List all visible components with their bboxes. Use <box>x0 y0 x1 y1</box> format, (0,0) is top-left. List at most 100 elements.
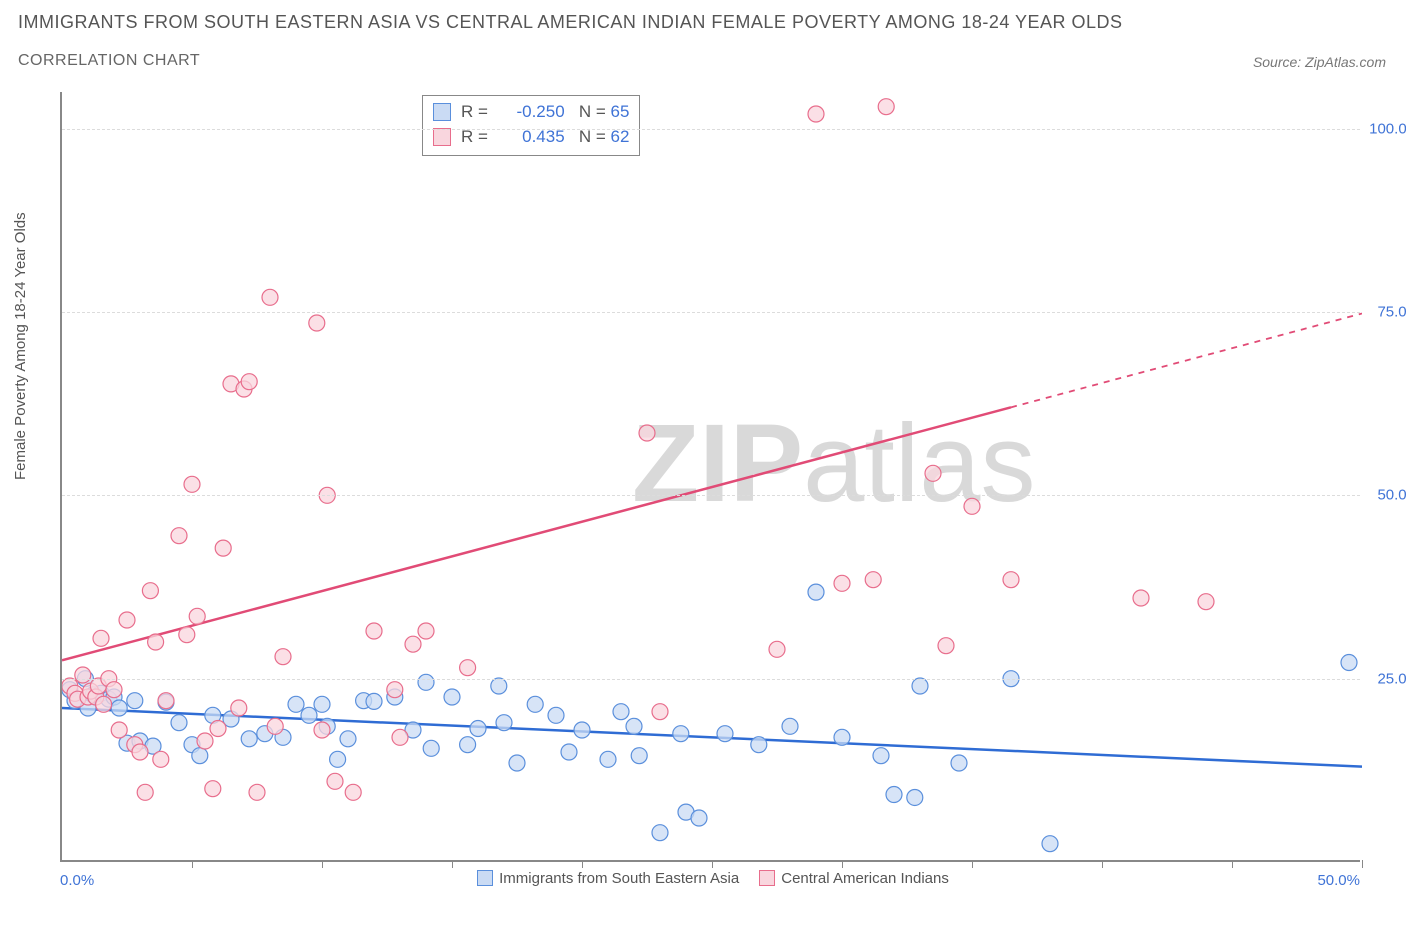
point-cai <box>652 704 668 720</box>
point-sea <box>907 789 923 805</box>
point-cai <box>387 682 403 698</box>
point-sea <box>1341 655 1357 671</box>
chart-container: IMMIGRANTS FROM SOUTH EASTERN ASIA VS CE… <box>0 0 1406 930</box>
point-sea <box>951 755 967 771</box>
legend-label-cai: Central American Indians <box>781 870 949 887</box>
legend-swatch-cai <box>759 870 775 886</box>
point-cai <box>964 498 980 514</box>
point-cai <box>197 733 213 749</box>
gridline-h <box>62 679 1360 680</box>
gridline-h <box>62 129 1360 130</box>
point-cai <box>275 649 291 665</box>
point-sea <box>691 810 707 826</box>
y-tick-label: 75.0% <box>1377 304 1406 321</box>
legend-swatch-sea <box>477 870 493 886</box>
point-sea <box>873 748 889 764</box>
point-sea <box>561 744 577 760</box>
point-cai <box>938 638 954 654</box>
legend-swatch-sea <box>433 103 451 121</box>
x-tick-mark <box>1232 860 1233 868</box>
point-sea <box>834 729 850 745</box>
point-cai <box>137 784 153 800</box>
scatter-svg <box>62 92 1362 862</box>
point-cai <box>158 693 174 709</box>
legend-swatch-cai <box>433 128 451 146</box>
point-cai <box>808 106 824 122</box>
point-sea <box>751 737 767 753</box>
point-cai <box>96 696 112 712</box>
y-tick-label: 50.0% <box>1377 487 1406 504</box>
point-cai <box>132 744 148 760</box>
point-cai <box>865 572 881 588</box>
x-tick-mark <box>452 860 453 868</box>
x-tick-mark <box>1102 860 1103 868</box>
point-sea <box>600 751 616 767</box>
point-cai <box>119 612 135 628</box>
x-tick-mark <box>972 860 973 868</box>
point-cai <box>639 425 655 441</box>
point-cai <box>769 641 785 657</box>
x-tick-mark <box>582 860 583 868</box>
point-sea <box>366 693 382 709</box>
point-sea <box>301 707 317 723</box>
point-sea <box>288 696 304 712</box>
point-sea <box>527 696 543 712</box>
point-sea <box>340 731 356 747</box>
point-sea <box>444 689 460 705</box>
chart-subtitle: CORRELATION CHART <box>18 52 200 70</box>
gridline-h <box>62 312 1360 313</box>
point-cai <box>75 667 91 683</box>
point-sea <box>418 674 434 690</box>
point-cai <box>345 784 361 800</box>
point-sea <box>574 722 590 738</box>
point-sea <box>886 787 902 803</box>
chart-title: IMMIGRANTS FROM SOUTH EASTERN ASIA VS CE… <box>18 12 1123 33</box>
point-sea <box>171 715 187 731</box>
stats-row-sea: R = -0.250 N = 65 <box>433 100 629 125</box>
x-tick-mark <box>192 860 193 868</box>
x-tick-mark <box>322 860 323 868</box>
point-sea <box>241 731 257 747</box>
plot-area: ZIPatlas R = -0.250 N = 65R = 0.435 N = … <box>60 92 1360 862</box>
point-sea <box>314 696 330 712</box>
stats-r-label: R = <box>461 102 493 121</box>
point-cai <box>1133 590 1149 606</box>
point-cai <box>314 722 330 738</box>
stats-n-label: N = <box>565 102 611 121</box>
point-cai <box>205 781 221 797</box>
point-cai <box>460 660 476 676</box>
point-sea <box>127 693 143 709</box>
point-sea <box>548 707 564 723</box>
point-cai <box>327 773 343 789</box>
legend-label-sea: Immigrants from South Eastern Asia <box>499 870 739 887</box>
y-tick-label: 25.0% <box>1377 670 1406 687</box>
point-cai <box>179 627 195 643</box>
source-name: ZipAtlas.com <box>1305 54 1386 70</box>
source-prefix: Source: <box>1253 54 1305 70</box>
point-sea <box>912 678 928 694</box>
point-sea <box>717 726 733 742</box>
point-sea <box>673 726 689 742</box>
point-sea <box>652 825 668 841</box>
trend-line-ext-cai <box>1011 313 1362 407</box>
point-sea <box>423 740 439 756</box>
point-cai <box>405 636 421 652</box>
point-sea <box>631 748 647 764</box>
point-cai <box>366 623 382 639</box>
point-cai <box>142 583 158 599</box>
point-cai <box>392 729 408 745</box>
point-cai <box>189 608 205 624</box>
point-sea <box>111 700 127 716</box>
point-cai <box>1198 594 1214 610</box>
point-cai <box>267 718 283 734</box>
point-sea <box>491 678 507 694</box>
trend-line-cai <box>62 407 1011 660</box>
stats-r-value-sea: -0.250 <box>493 100 565 125</box>
source-attribution: Source: ZipAtlas.com <box>1253 54 1386 70</box>
point-sea <box>1042 836 1058 852</box>
y-tick-label: 100.0% <box>1369 120 1406 137</box>
point-cai <box>309 315 325 331</box>
point-cai <box>231 700 247 716</box>
point-cai <box>262 289 278 305</box>
point-sea <box>613 704 629 720</box>
